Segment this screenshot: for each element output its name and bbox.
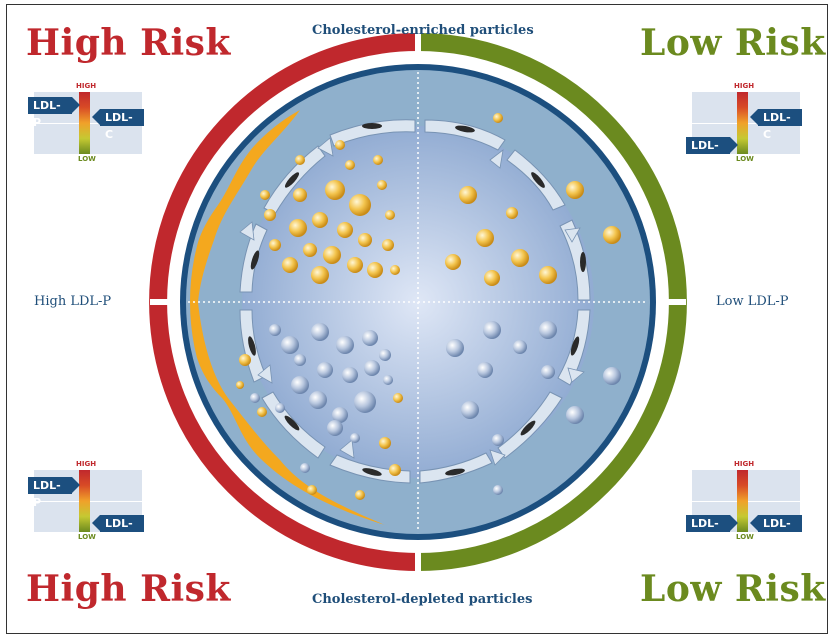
caption-left: High LDL-P — [34, 294, 112, 309]
risk-title-bottom-right: Low Risk — [640, 568, 826, 610]
risk-title-top-right: Low Risk — [640, 22, 826, 64]
ldl-c-tag: LDL-C — [92, 109, 144, 141]
ldl-p-tag: LDL-P — [28, 477, 80, 509]
particle-migration-arrows — [239, 137, 585, 466]
risk-title-bottom-left: High Risk — [26, 568, 231, 610]
risk-title-top-left: High Risk — [26, 22, 231, 64]
particles-top-right — [445, 113, 621, 286]
ldl-c-tag: LDL-C — [750, 515, 802, 547]
meter-high-label: HIGH — [734, 460, 755, 468]
meter-high-label: HIGH — [76, 82, 97, 90]
meter-top-left: HIGH LOW LDL-P LDL-C — [28, 82, 148, 164]
ldl-p-tag: LDL-P — [28, 97, 80, 129]
caption-right: Low LDL-P — [716, 294, 789, 309]
meter-bottom-right: HIGH LOW LDL-P LDL-C — [686, 460, 806, 547]
meter-high-label: HIGH — [734, 82, 755, 90]
plaque-deposit-top — [190, 110, 300, 302]
meter-low-label: LOW — [78, 533, 96, 541]
particles-bottom-left — [250, 323, 393, 473]
caption-top: Cholesterol-enriched particles — [312, 23, 534, 38]
meter-top-right: HIGH LOW LDL-C LDL-P — [686, 82, 806, 169]
ldl-c-tag: LDL-C — [750, 109, 802, 141]
ldl-c-tag: LDL-C — [92, 515, 144, 547]
meter-high-label: HIGH — [76, 460, 97, 468]
meter-low-label: LOW — [736, 155, 754, 163]
caption-bottom: Cholesterol-depleted particles — [312, 592, 533, 607]
meter-low-label: LOW — [736, 533, 754, 541]
meter-bottom-left: HIGH LOW LDL-P LDL-C — [28, 460, 148, 547]
particles-bottom-right — [446, 321, 621, 495]
ldl-p-tag: LDL-P — [686, 137, 738, 169]
particles-top-left — [260, 140, 400, 284]
ldl-p-tag: LDL-P — [686, 515, 738, 547]
meter-low-label: LOW — [78, 155, 96, 163]
